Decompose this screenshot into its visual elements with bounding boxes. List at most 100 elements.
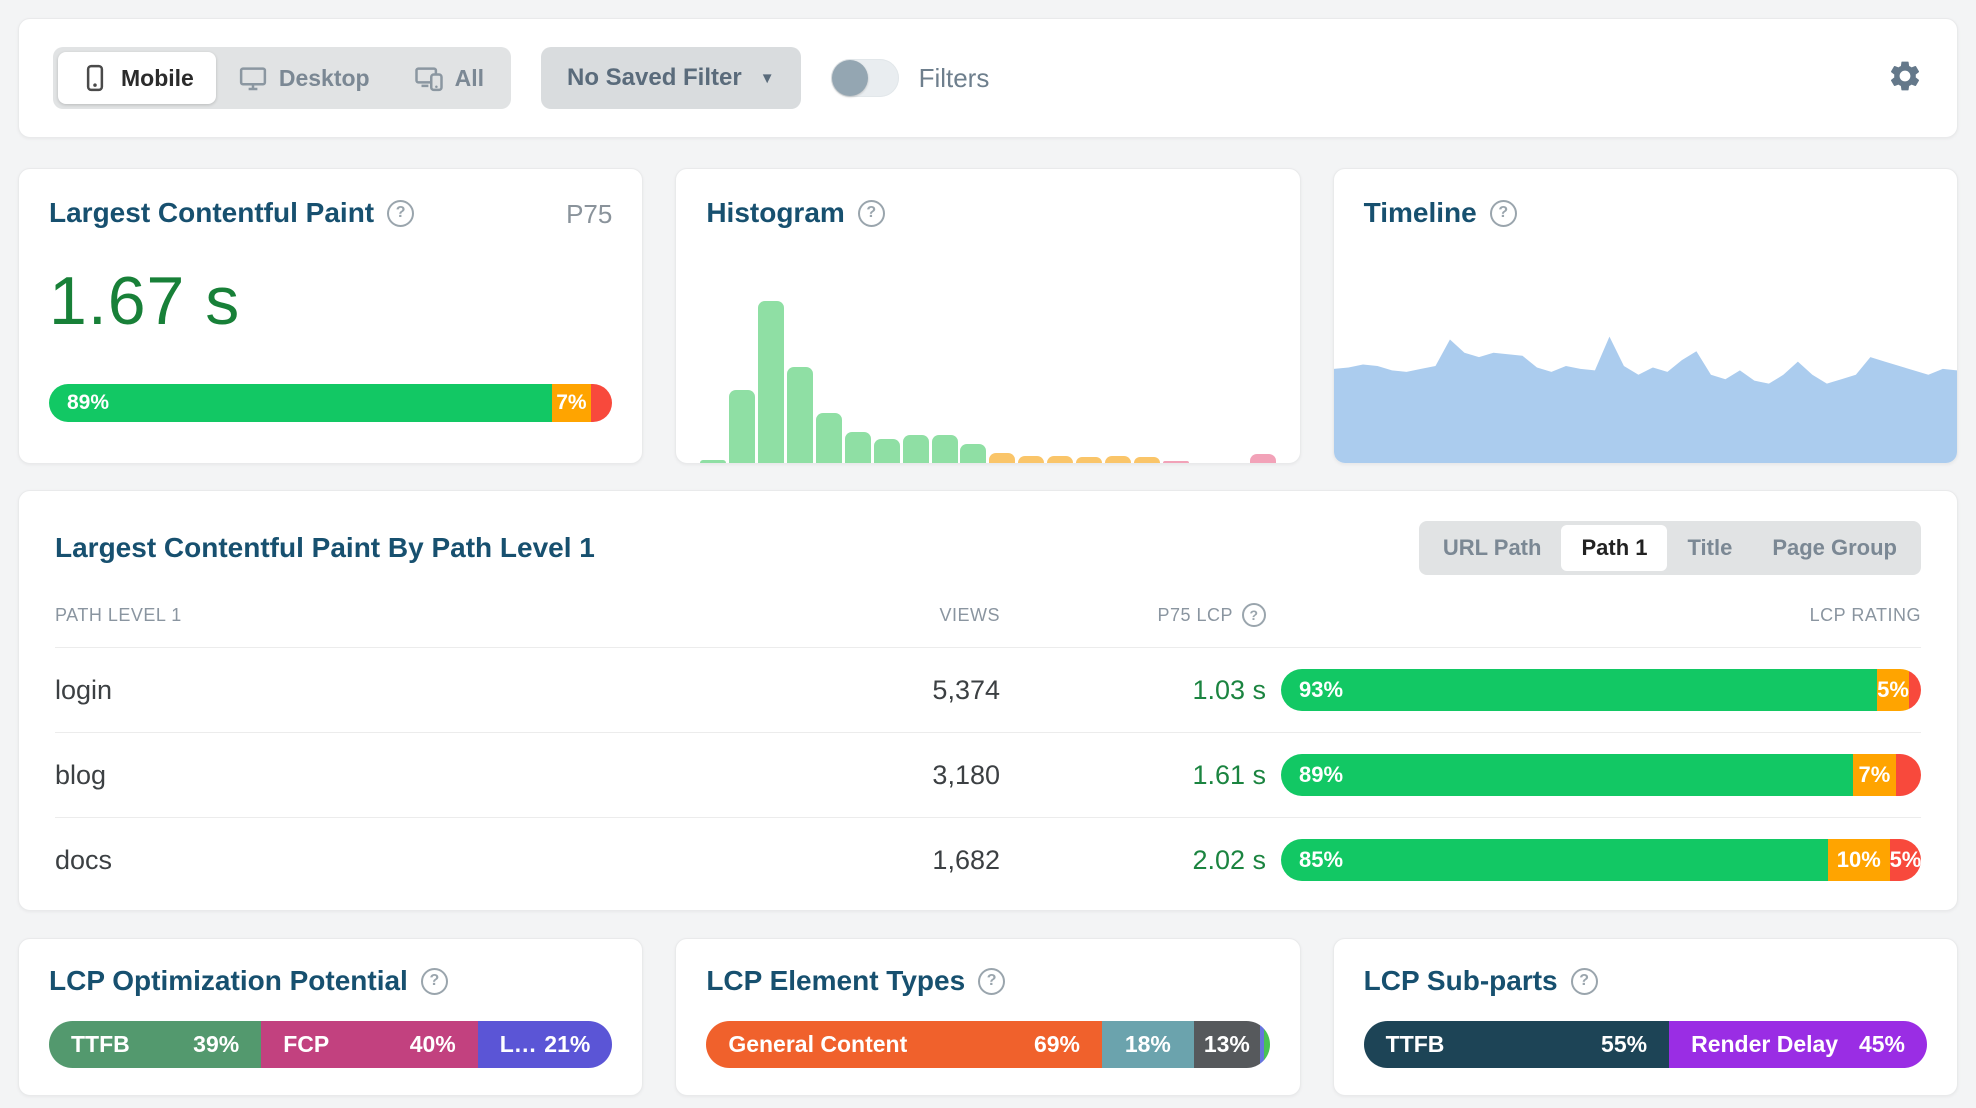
segment-bar-segment [1896, 754, 1921, 796]
lcp-summary-card: Largest Contentful Paint ? P75 1.67 s 89… [18, 168, 644, 464]
path-cell: login [55, 674, 113, 705]
sub-parts-stacked-bar: TTFB 55% Render Delay 45% [1363, 1021, 1927, 1068]
help-icon[interactable]: ? [1489, 199, 1517, 227]
card-title-row: Largest Contentful Paint ? [49, 197, 415, 229]
help-icon[interactable]: ? [420, 967, 448, 995]
lcp-optimization-potential-card: LCP Optimization Potential ? TTFB 39% FCP 4… [18, 938, 644, 1096]
histogram-bar [1249, 454, 1276, 463]
18%-bar-segment: 18% [1101, 1021, 1194, 1068]
views-cell: 1,682 [932, 844, 1000, 875]
tab-url-path[interactable]: URL Path [1442, 535, 1542, 560]
segment-bar-segment [1908, 669, 1921, 711]
lcp-cell: 2.02 s [1192, 844, 1266, 875]
views-cell: 5,374 [932, 674, 1000, 705]
views-cell: 3,180 [932, 759, 1000, 790]
column-header-rating: LCP RATING [1809, 604, 1921, 625]
settings-button[interactable] [1887, 58, 1923, 99]
path-cell: blog [55, 759, 107, 790]
column-header-path: PATH LEVEL 1 [55, 604, 182, 625]
TTFB-bar-segment: TTFB 55% [1363, 1021, 1670, 1068]
percentile-badge: P75 [566, 199, 613, 229]
histogram-bar [989, 453, 1016, 463]
column-header-lcp: P75 LCP [1157, 604, 1233, 625]
help-icon[interactable]: ? [978, 967, 1006, 995]
sub-parts-card-title: LCP Sub-parts [1363, 965, 1558, 996]
device-tab-label: All [454, 64, 484, 91]
breakdown-tabs: URL Path Path 1 Title Page Group [1418, 521, 1921, 575]
histogram-bar [873, 439, 900, 463]
table-row[interactable]: blog 3,180 1.61 s 89% 7% [55, 732, 1921, 817]
histogram-bar [758, 301, 785, 463]
89%-bar-segment: 89% [1281, 754, 1853, 796]
lcp-rating-bar: 93% 5% [1281, 669, 1921, 711]
device-tab-all[interactable]: All [392, 52, 506, 104]
chevron-down-icon: ▼ [759, 69, 775, 87]
histogram-bar [960, 444, 987, 463]
tab-path-1[interactable]: Path 1 [1561, 525, 1668, 571]
histogram-bar [1047, 456, 1074, 463]
histogram-chart [700, 293, 1276, 463]
7%-bar-segment: 7% [1852, 754, 1897, 796]
histogram-bar [1076, 457, 1103, 463]
optimization-stacked-bar: TTFB 39% FCP 40% L… 21% [49, 1021, 613, 1068]
device-segmented-control: Mobile Desktop All [53, 47, 511, 109]
histogram-bar [1105, 456, 1132, 463]
help-icon[interactable]: ? [857, 199, 885, 227]
tab-title[interactable]: Title [1687, 535, 1733, 560]
TTFB-bar-segment: TTFB 39% [49, 1021, 262, 1068]
help-icon[interactable]: ? [1242, 603, 1266, 627]
Render Delay-bar-segment: Render Delay 45% [1669, 1021, 1927, 1068]
lcp-cell: 1.03 s [1192, 674, 1266, 705]
filters-toggle[interactable] [830, 59, 899, 97]
lcp-value: 1.67 s [49, 263, 241, 339]
histogram-bar [931, 435, 958, 463]
optimization-card-title: LCP Optimization Potential [49, 965, 408, 996]
lcp-rating-bar: 89% 7% [1281, 754, 1921, 796]
gear-icon [1887, 58, 1923, 99]
lcp-by-path-card: Largest Contentful Paint By Path Level 1… [18, 490, 1958, 911]
lcp-rating-bar: 89% 7% [49, 384, 613, 422]
filters-label: Filters [918, 62, 990, 93]
5%-bar-segment: 5% [1889, 839, 1921, 881]
segment-bar-segment [590, 384, 613, 422]
lcp-card-title: Largest Contentful Paint [49, 197, 375, 228]
device-tab-mobile[interactable]: Mobile [58, 52, 216, 104]
histogram-card: Histogram ? [675, 168, 1301, 464]
all-devices-icon [414, 63, 444, 93]
7%-bar-segment: 7% [552, 384, 591, 422]
tab-page-group[interactable]: Page Group [1772, 535, 1897, 560]
timeline-area-chart [1333, 336, 1957, 463]
timeline-card: Timeline ? [1332, 168, 1958, 464]
device-tab-label: Desktop [278, 64, 370, 91]
toggle-knob [831, 60, 868, 96]
General Content-bar-segment: General Content 69% [706, 1021, 1102, 1068]
help-icon[interactable]: ? [387, 199, 415, 227]
segment-bar-segment [1259, 1021, 1264, 1068]
desktop-monitor-icon [238, 63, 268, 93]
column-header-views: VIEWS [939, 604, 1000, 625]
histogram-bar [844, 432, 871, 463]
lcp-element-types-card: LCP Element Types ? General Content 69% 18… [675, 938, 1301, 1096]
segment-bar-segment [1263, 1021, 1270, 1068]
93%-bar-segment: 93% [1281, 669, 1878, 711]
L…-bar-segment: L… 21% [477, 1021, 613, 1068]
histogram-bar [787, 367, 814, 463]
device-tab-desktop[interactable]: Desktop [216, 52, 392, 104]
FCP-bar-segment: FCP 40% [261, 1021, 478, 1068]
table-header-row: PATH LEVEL 1 VIEWS P75 LCP ? LCP RATING [55, 603, 1921, 647]
histogram-bar [1133, 457, 1160, 463]
element-types-card-title: LCP Element Types [706, 965, 966, 996]
element-types-stacked-bar: General Content 69% 18% 13% [706, 1021, 1270, 1068]
help-icon[interactable]: ? [1570, 967, 1598, 995]
mobile-phone-icon [80, 63, 110, 93]
5%-bar-segment: 5% [1877, 669, 1909, 711]
saved-filter-dropdown[interactable]: No Saved Filter ▼ [540, 47, 801, 109]
histogram-card-title: Histogram [706, 197, 845, 228]
top-toolbar: Mobile Desktop All No Saved Filter ▼ Fil… [18, 18, 1958, 138]
13%-bar-segment: 13% [1193, 1021, 1260, 1068]
table-row[interactable]: login 5,374 1.03 s 93% 5% [55, 647, 1921, 732]
filters-toggle-group: Filters [830, 59, 990, 97]
histogram-bar [1162, 461, 1189, 463]
histogram-bar [815, 413, 842, 463]
table-row[interactable]: docs 1,682 2.02 s 85% 10% 5% [55, 817, 1921, 902]
